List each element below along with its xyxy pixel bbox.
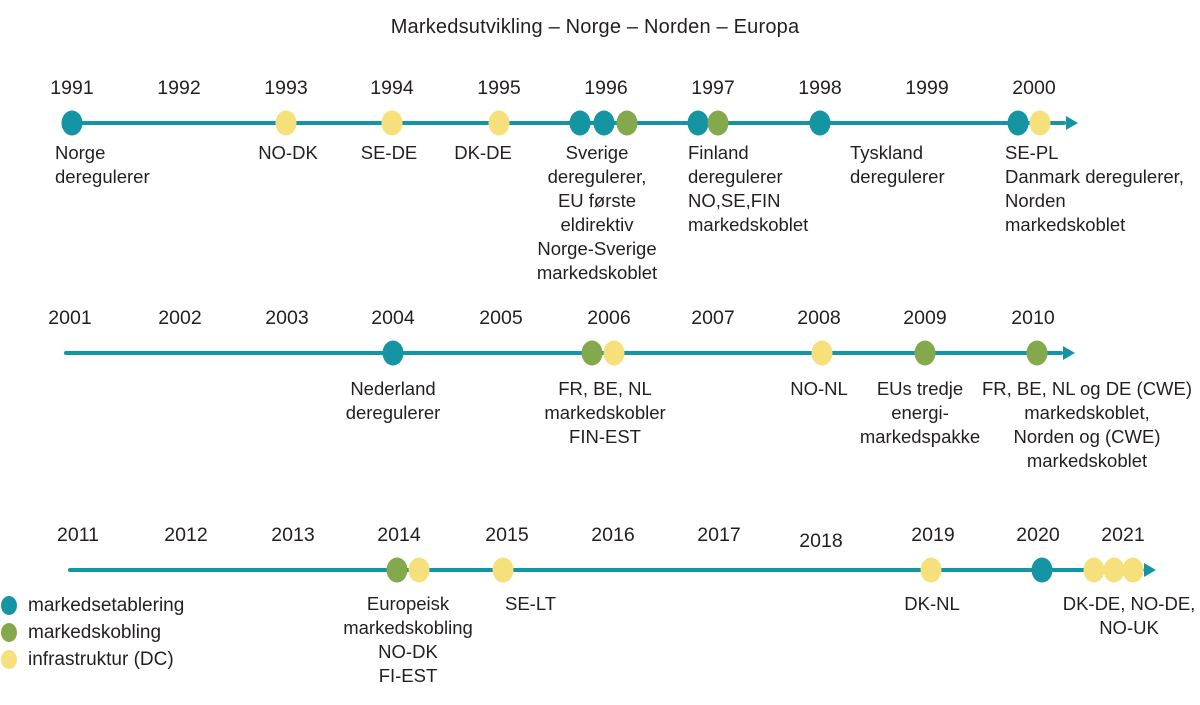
event-label: EUs tredje energi- markedspakke bbox=[859, 378, 981, 447]
event-label: DK-NL bbox=[904, 593, 960, 614]
event-dot-yellow bbox=[1122, 557, 1144, 583]
year-label: 2000 bbox=[1012, 77, 1056, 99]
event-label: SE-PL Danmark deregulerer, Norden marked… bbox=[1005, 142, 1184, 235]
timeline-arrowhead-icon bbox=[1063, 346, 1075, 360]
year-label: 2015 bbox=[485, 524, 529, 546]
timeline-2001-2010: 2001 2002 2003 2004 2005 2006 2007 2008 2009 2010… bbox=[0, 305, 1200, 533]
event-label: FR, BE, NL og DE (CWE) markedskoblet, No… bbox=[981, 378, 1193, 471]
year-label: 2005 bbox=[479, 307, 523, 329]
event-dot-green bbox=[616, 110, 638, 136]
event-dot-teal bbox=[61, 110, 83, 136]
event-dot-teal bbox=[1031, 557, 1053, 583]
legend-dot-yellow bbox=[1, 650, 17, 669]
year-label: 2021 bbox=[1101, 524, 1145, 546]
year-label: 1999 bbox=[905, 77, 949, 99]
year-label: 2003 bbox=[265, 307, 309, 329]
year-label: 2014 bbox=[377, 524, 421, 546]
event-dot-green bbox=[914, 340, 936, 366]
event-dot-teal bbox=[382, 340, 404, 366]
event-dot-teal bbox=[687, 110, 709, 136]
timeline-arrowhead-icon bbox=[1066, 116, 1078, 130]
event-dot-yellow bbox=[408, 557, 430, 583]
figure-title: Markedsutvikling – Norge – Norden – Euro… bbox=[390, 16, 800, 38]
year-label: 2010 bbox=[1011, 307, 1055, 329]
year-label: 2018 bbox=[799, 530, 843, 552]
year-label: 2004 bbox=[371, 307, 415, 329]
event-label: Sverige deregulerer, EU første eldirekti… bbox=[536, 142, 658, 283]
year-label: 2008 bbox=[797, 307, 841, 329]
event-label: Finland deregulerer NO,SE,FIN markedskob… bbox=[688, 142, 809, 235]
year-label: 2011 bbox=[57, 524, 99, 546]
event-label: DK-DE, NO-DE, NO-UK bbox=[1062, 593, 1196, 638]
event-label: NO-DK bbox=[258, 142, 318, 163]
legend-item: infrastruktur (DC) bbox=[1, 646, 184, 673]
legend-dot-green bbox=[1, 623, 17, 642]
event-dot-yellow bbox=[603, 340, 625, 366]
event-dot-teal bbox=[593, 110, 615, 136]
event-dot-green bbox=[1026, 340, 1048, 366]
event-dot-green bbox=[386, 557, 408, 583]
event-label: Tyskland deregulerer bbox=[850, 142, 945, 187]
legend-item: markedsetablering bbox=[1, 592, 184, 619]
timeline-axis-line bbox=[68, 568, 1144, 572]
legend-label: markedsetablering bbox=[28, 594, 185, 616]
event-dot-yellow bbox=[488, 110, 510, 136]
year-label: 1996 bbox=[584, 77, 628, 99]
event-dot-yellow bbox=[1083, 557, 1105, 583]
event-label: SE-DE bbox=[360, 142, 418, 163]
year-label: 2016 bbox=[591, 524, 635, 546]
timeline-1991-2000: 1991 1992 1993 1994 1995 1996 1997 1998 1999 2000… bbox=[0, 75, 1200, 303]
year-label: 2020 bbox=[1016, 524, 1060, 546]
event-label: FR, BE, NL markedskobler FIN-EST bbox=[544, 378, 666, 447]
timeline-axis-line bbox=[64, 351, 1063, 355]
timeline-arrowhead-icon bbox=[1144, 563, 1156, 577]
year-label: 2009 bbox=[903, 307, 947, 329]
event-dot-green bbox=[581, 340, 603, 366]
event-label: NO-NL bbox=[790, 378, 848, 399]
year-label: 2006 bbox=[587, 307, 631, 329]
year-label: 1997 bbox=[691, 77, 735, 99]
event-label: Europeisk markedskobling NO-DK FI-EST bbox=[343, 593, 473, 686]
event-dot-teal bbox=[1007, 110, 1029, 136]
event-dot-teal bbox=[809, 110, 831, 136]
year-label: 1998 bbox=[798, 77, 842, 99]
event-dot-green bbox=[707, 110, 729, 136]
timeline-axis-line bbox=[62, 121, 1066, 125]
year-label: 1993 bbox=[264, 77, 308, 99]
year-label: 2001 bbox=[48, 307, 92, 329]
year-label: 2012 bbox=[164, 524, 208, 546]
legend: markedsetablering markedskobling infrastru… bbox=[1, 592, 184, 673]
year-label: 2002 bbox=[158, 307, 202, 329]
year-label: 1994 bbox=[370, 77, 414, 99]
event-label: Nederland deregulerer bbox=[345, 378, 441, 423]
legend-item: markedskobling bbox=[1, 619, 184, 646]
legend-label: infrastruktur (DC) bbox=[28, 648, 174, 670]
year-label: 2013 bbox=[271, 524, 315, 546]
timeline-2011-2021: 2011 2012 2013 2014 2015 2016 2017 2018 2019 2020… bbox=[0, 522, 1200, 705]
event-label: Norge deregulerer bbox=[55, 142, 150, 187]
event-dot-teal bbox=[569, 110, 591, 136]
event-dot-yellow bbox=[381, 110, 403, 136]
event-label: SE-LT bbox=[505, 593, 557, 614]
event-dot-yellow bbox=[811, 340, 833, 366]
event-dot-yellow bbox=[1029, 110, 1051, 136]
event-dot-yellow bbox=[920, 557, 942, 583]
year-label: 2007 bbox=[691, 307, 735, 329]
event-dot-yellow bbox=[492, 557, 514, 583]
event-dot-yellow bbox=[1103, 557, 1125, 583]
event-dot-yellow bbox=[275, 110, 297, 136]
year-label: 2017 bbox=[697, 524, 741, 546]
legend-label: markedskobling bbox=[28, 621, 162, 643]
year-label: 1991 bbox=[50, 77, 94, 99]
year-label: 1995 bbox=[477, 77, 521, 99]
event-label: DK-DE bbox=[454, 142, 512, 163]
year-label: 2019 bbox=[911, 524, 955, 546]
legend-dot-teal bbox=[1, 596, 17, 615]
year-label: 1992 bbox=[157, 77, 201, 99]
